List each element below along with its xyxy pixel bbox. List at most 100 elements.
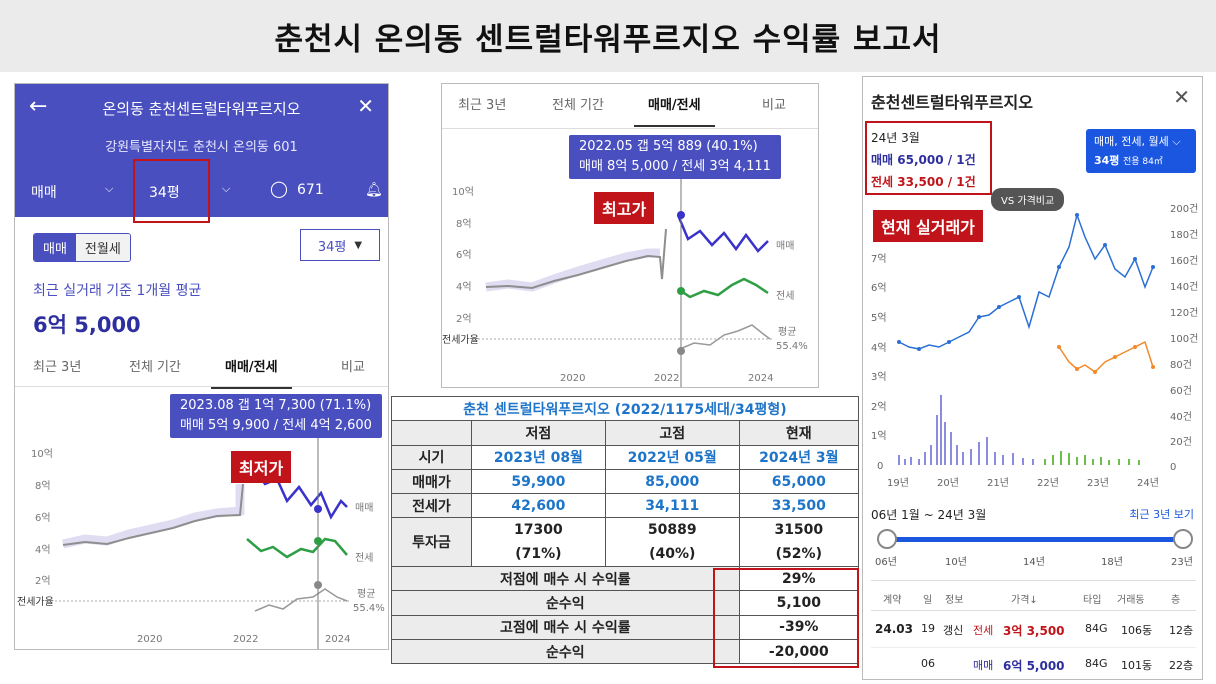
y-tick: 2억 [35, 575, 51, 587]
row-kind: 매매 [973, 659, 994, 672]
vs-compare-button[interactable]: VS 가격비교 [991, 188, 1065, 211]
col-info[interactable]: 정보 [945, 595, 964, 606]
tab-all-period[interactable]: 전체 기간 [129, 360, 181, 375]
tab-sale-jeonse[interactable]: 매매/전세 [211, 356, 292, 389]
close-icon[interactable]: ✕ [357, 94, 374, 118]
x-tick: 19년 [887, 477, 909, 489]
left-header: ← 온의동 춘천센트럴타워푸르지오 ✕ 강원특별자치도 춘천시 온의동 601 … [15, 84, 388, 217]
col-type[interactable]: 타입 [1083, 595, 1102, 606]
row-label: 전세가 [391, 493, 472, 519]
list-item[interactable]: 06 매매 6억 5,000 84G 101동 22층 [863, 657, 1202, 679]
table-cell: 65,000 [738, 468, 860, 495]
toggle-rent[interactable]: 전월세 [75, 234, 130, 261]
mid-chart-panel: 최근 3년 전체 기간 매매/전세 비교 10억 8억 6억 4억 2억 전세가… [441, 83, 819, 388]
summary-label: 순수익 [391, 638, 740, 665]
range-slider-track[interactable] [887, 537, 1183, 542]
y-tick: 4억 [35, 544, 51, 556]
y-tick: 2억 [456, 313, 472, 325]
summary-label: 순수익 [391, 590, 740, 616]
tab-compare[interactable]: 비교 [762, 98, 786, 113]
current-box [865, 121, 992, 195]
summary-value: 29% [738, 566, 860, 592]
x-tick: 22년 [1037, 477, 1059, 489]
tab-recent-3y[interactable]: 최근 3년 [33, 360, 82, 375]
y-left-tick: 1억 [871, 430, 887, 442]
sale-points [897, 213, 1155, 351]
comment-count[interactable]: 671 [297, 182, 324, 198]
chart-tabs: 최근 3년 전체 기간 매매/전세 비교 [442, 94, 818, 127]
report-title-bar: 춘천시 온의동 센트럴타워푸르지오 수익률 보고서 [0, 0, 1216, 72]
table-cell: (40%) [604, 542, 740, 568]
avg-label: 평균 [357, 588, 375, 600]
left-app-panel: ← 온의동 춘천센트럴타워푸르지오 ✕ 강원특별자치도 춘천시 온의동 601 … [14, 83, 389, 650]
back-arrow-icon[interactable]: ← [29, 94, 48, 119]
y-tick: 6억 [456, 249, 472, 261]
size-select-value: 34평 [317, 239, 347, 255]
row-label: 시기 [391, 444, 472, 470]
row-dong: 106동 [1121, 624, 1153, 637]
slider-tick: 10년 [945, 557, 967, 568]
table-cell: 17300 [471, 517, 606, 543]
jeonse-volume-bars [1044, 451, 1140, 465]
history-line [485, 228, 667, 290]
col-day[interactable]: 일 [923, 595, 933, 606]
sale-point [677, 211, 685, 219]
row-date: 24.03 [875, 622, 913, 636]
trade-type-dropdown[interactable]: 매매 [31, 185, 57, 201]
sale-range-band [62, 484, 245, 549]
y-right-tick: 180건 [1170, 229, 1198, 241]
row-dong: 101동 [1121, 659, 1153, 672]
x-tick: 2022 [233, 634, 258, 645]
rate-line [254, 588, 348, 612]
chevron-down-icon[interactable]: ⌵ [105, 182, 114, 195]
col-floor[interactable]: 층 [1171, 595, 1181, 606]
col-dong[interactable]: 거래동 [1117, 595, 1145, 606]
table-cell: 2024년 3월 [738, 444, 860, 470]
jeonse-rate-label: 전세가율 [442, 334, 479, 346]
result-highlight-box [713, 568, 859, 668]
toggle-sale[interactable]: 매매 [34, 234, 76, 261]
y-right-tick: 120건 [1170, 307, 1198, 319]
size-select[interactable]: 34평 ▼ [300, 229, 380, 261]
row-day: 06 [921, 657, 935, 670]
chart-tabs: 최근 3년 전체 기간 매매/전세 비교 [15, 356, 388, 389]
row-price: 3억 3,500 [1003, 624, 1065, 638]
range-slider-left-handle[interactable] [877, 529, 897, 549]
tooltip-line2: 매매 8억 5,000 / 전세 3억 4,111 [579, 159, 771, 174]
divider [871, 580, 1196, 581]
row-label: 매매가 [391, 468, 472, 495]
tab-compare[interactable]: 비교 [341, 360, 365, 375]
row-type: 84G [1085, 657, 1108, 670]
row-price: 6억 5,000 [1003, 659, 1065, 673]
filter-size: 34평 [1094, 154, 1120, 167]
row-floor: 22층 [1169, 659, 1194, 672]
range-slider-right-handle[interactable] [1173, 529, 1193, 549]
avg-label: 평균 [778, 326, 796, 338]
y-tick: 6억 [35, 512, 51, 524]
tab-sale-jeonse[interactable]: 매매/전세 [634, 94, 715, 127]
col-date[interactable]: 계약 [883, 595, 902, 606]
x-tick: 2022 [654, 373, 679, 384]
mid-price-chart: 10억 8억 6억 4억 2억 전세가율 평균 55.4% 매매 전세 2020… [442, 169, 808, 387]
row-info: 갱신 [943, 624, 964, 637]
tab-recent-3y[interactable]: 최근 3년 [458, 98, 507, 113]
col-price[interactable]: 가격↓ [1011, 595, 1038, 606]
filter-button[interactable]: 매매, 전세, 월세 ⌵ 34평 전용 84㎡ [1086, 129, 1196, 173]
close-icon[interactable]: ✕ [1173, 85, 1190, 109]
sale-point [314, 505, 322, 513]
rate-line [679, 324, 771, 350]
comment-icon[interactable]: ◯ [270, 179, 288, 198]
recent-3y-link[interactable]: 최근 3년 보기 [1129, 508, 1194, 521]
row-floor: 12층 [1169, 624, 1194, 637]
list-item[interactable]: 24.03 19 갱신 전세 3억 3,500 84G 106동 12층 [863, 622, 1202, 646]
slider-tick: 06년 [875, 557, 897, 568]
avg-value: 55.4% [353, 603, 385, 614]
chevron-down-icon[interactable]: ⌵ [222, 182, 231, 195]
y-tick: 10억 [452, 186, 474, 198]
summary-label: 고점에 매수 시 수익률 [391, 614, 740, 640]
slider-tick: 23년 [1171, 557, 1193, 568]
empty-cell [391, 420, 472, 446]
size-dropdown[interactable]: 34평 [149, 185, 180, 201]
tab-all-period[interactable]: 전체 기간 [552, 98, 604, 113]
bell-icon[interactable]: 🔔︎ [365, 182, 383, 198]
